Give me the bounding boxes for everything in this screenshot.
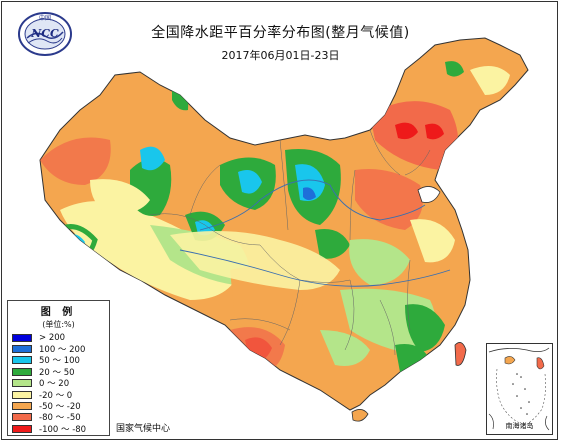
taiwan-island: [454, 342, 467, 366]
inset-map: [488, 347, 550, 431]
region-heilongjiang-red: [375, 76, 398, 94]
legend-rows: > 200 100 ～ 200 50 ～ 100 20 ～ 50 0 ～ 20 …: [8, 332, 109, 435]
legend-label: -20 ～ 0: [39, 390, 73, 401]
legend-swatch: [12, 390, 32, 399]
legend-swatch: [12, 424, 32, 433]
inset-label: 南海诸岛: [505, 422, 534, 430]
legend-item: 50 ～ 100: [12, 355, 109, 366]
legend-item: -20 ～ 0: [12, 389, 109, 401]
source-credit: 国家气候中心: [116, 424, 171, 434]
map-title: 全国降水距平百分率分布图(整月气候值): [151, 25, 410, 41]
region-mongolia-blue: [303, 187, 316, 200]
region-gansu-blue: [238, 169, 262, 194]
legend-title: 图 例: [40, 307, 77, 318]
yangtze-river: [179, 249, 451, 287]
legend-item: -80 ～ -50: [12, 412, 109, 423]
legend-label: -50 ～ -20: [39, 402, 81, 413]
legend-swatch: [12, 367, 32, 376]
region-tarim-light: [90, 179, 150, 215]
legend-label: 20 ～ 50: [39, 367, 75, 378]
bohai-sea: [417, 186, 441, 203]
region-fujian-green: [405, 304, 445, 352]
svg-text:中国: 中国: [39, 14, 51, 22]
legend-swatch: [12, 413, 32, 422]
region-xinjiang-north-green: [140, 146, 165, 171]
ncc-logo: 中国 NCC: [18, 12, 72, 56]
legend-swatch: [12, 333, 32, 342]
yellow-river: [199, 179, 426, 231]
legend-label: > 200: [39, 332, 66, 343]
legend-item: 0 ～ 20: [12, 378, 109, 389]
legend-item: > 200: [12, 332, 109, 343]
province-boundaries: [149, 129, 431, 356]
legend-label: 50 ～ 100: [39, 356, 80, 367]
legend-label: -100 ～ -80: [39, 424, 87, 435]
legend-label: 0 ～ 20: [39, 379, 70, 390]
legend-label: -80 ～ -50: [39, 413, 81, 424]
region-xinjiang-west-salmon: [40, 137, 111, 185]
legend-swatch: [12, 379, 32, 388]
region-liaoning-red: [440, 163, 460, 181]
region-shanxi-green: [315, 229, 350, 259]
legend-swatch: [12, 402, 32, 411]
region-east-light: [410, 219, 455, 263]
legend-unit: (单位:%): [42, 320, 75, 329]
region-central-light: [170, 231, 340, 290]
legend-item: -50 ～ -20: [12, 400, 109, 413]
south-china-sea-inset: 南海诸岛: [486, 343, 553, 435]
map-legend: 图 例 (单位:%) > 200 100 ～ 200 50 ～ 100 20 ～…: [7, 300, 110, 436]
legend-label: 100 ～ 200: [39, 345, 86, 356]
legend-item: -100 ～ -80: [12, 423, 109, 435]
hainan-island: [351, 409, 369, 422]
legend-item: 100 ～ 200: [12, 343, 109, 356]
region-jilin-red-2: [425, 123, 444, 140]
svg-text:NCC: NCC: [30, 27, 59, 40]
legend-swatch: [12, 356, 32, 365]
region-guangxi-light: [320, 330, 370, 366]
region-tibet-light: [60, 201, 240, 300]
region-henan-light: [349, 239, 410, 285]
legend-swatch: [12, 345, 32, 354]
region-jilin-red: [395, 122, 418, 140]
region-mongolia-cyan: [295, 164, 325, 201]
map-subtitle: 2017年06月01日-23日: [221, 49, 340, 62]
region-north-china-salmon: [355, 169, 423, 230]
legend-item: 20 ～ 50: [12, 366, 109, 378]
region-northeast-green: [445, 61, 464, 77]
region-northeast-light: [470, 66, 510, 95]
